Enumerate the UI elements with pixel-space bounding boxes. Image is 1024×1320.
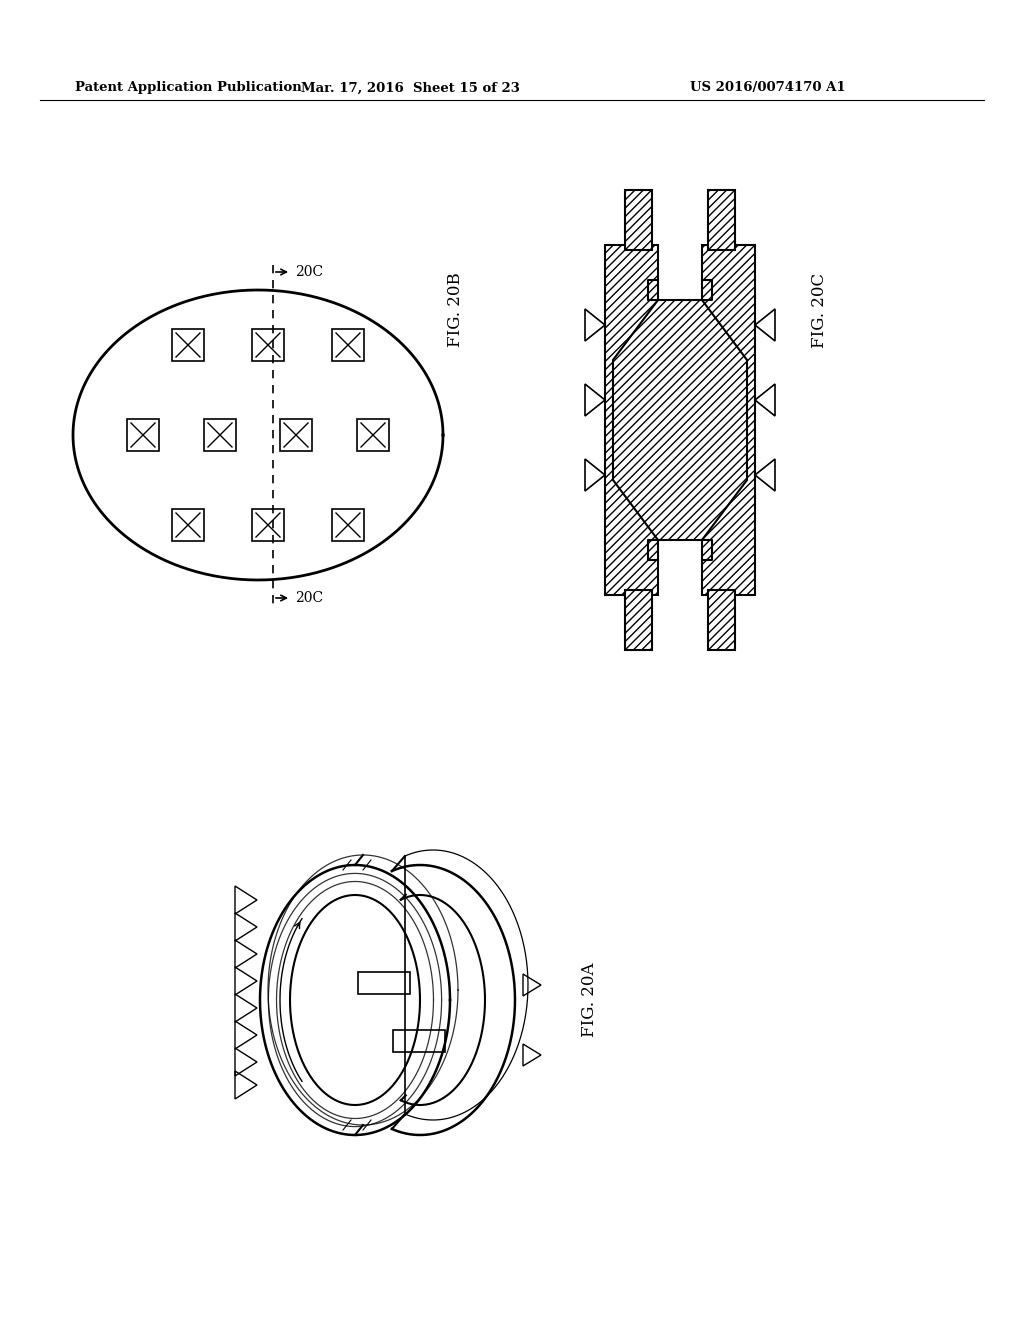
Bar: [357, 418, 389, 451]
Polygon shape: [625, 590, 652, 649]
Text: FIG. 20A: FIG. 20A: [582, 962, 598, 1038]
Polygon shape: [708, 590, 735, 649]
Bar: [204, 418, 236, 451]
Bar: [127, 418, 159, 451]
Text: FIG. 20B: FIG. 20B: [446, 273, 464, 347]
Bar: [358, 972, 410, 994]
Text: Mar. 17, 2016  Sheet 15 of 23: Mar. 17, 2016 Sheet 15 of 23: [301, 82, 519, 95]
Bar: [332, 329, 364, 360]
Bar: [252, 510, 284, 541]
Polygon shape: [625, 190, 652, 249]
Text: 20C: 20C: [295, 591, 324, 605]
Text: FIG. 20C: FIG. 20C: [811, 272, 828, 347]
Bar: [280, 418, 312, 451]
Bar: [332, 510, 364, 541]
Polygon shape: [613, 300, 746, 540]
Text: Patent Application Publication: Patent Application Publication: [75, 82, 302, 95]
Polygon shape: [702, 246, 755, 595]
Bar: [393, 1030, 445, 1052]
Polygon shape: [605, 246, 658, 595]
Polygon shape: [708, 190, 735, 249]
Text: 20C: 20C: [295, 265, 324, 279]
Bar: [252, 329, 284, 360]
Text: US 2016/0074170 A1: US 2016/0074170 A1: [690, 82, 846, 95]
Bar: [172, 329, 204, 360]
Bar: [172, 510, 204, 541]
